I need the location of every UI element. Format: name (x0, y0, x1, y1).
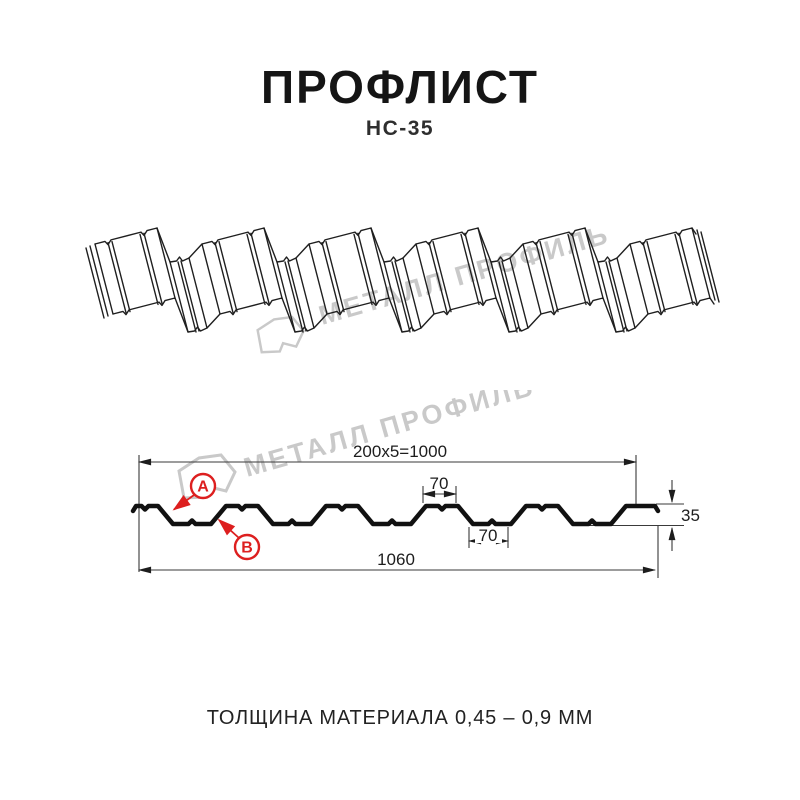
callout-a-label: А (197, 479, 209, 496)
callout-b: В (217, 518, 261, 561)
dim-profile-height: 35 (681, 506, 700, 525)
sheet-3d-lines (85, 227, 720, 333)
watermark-text: МЕТАЛЛ ПРОФИЛЬ (240, 390, 538, 483)
metall-profil-logo-icon (256, 315, 306, 354)
callout-b-label: В (241, 540, 253, 557)
dim-overall-width: 1060 (377, 550, 415, 569)
profile-3d-drawing: МЕТАЛЛ ПРОФИЛЬ (85, 219, 720, 354)
page-subtitle: НС-35 (365, 117, 435, 140)
profile-cross-section (130, 503, 661, 527)
callout-a: А (172, 472, 217, 511)
dimension-lines (137, 455, 684, 578)
dim-valley-width: 70 (479, 526, 498, 545)
cross-section-diagram: МЕТАЛЛ ПРОФИЛЬ 200x5=1000 1060 70 70 (130, 390, 700, 578)
dim-pitch-total: 200x5=1000 (353, 442, 447, 461)
dim-valley-width-bg (475, 529, 502, 543)
dim-crest-width: 70 (430, 474, 449, 493)
page-title: ПРОФЛИСТ (261, 61, 539, 113)
material-thickness-caption: ТОЛЩИНА МАТЕРИАЛА 0,45 – 0,9 ММ (206, 707, 594, 729)
